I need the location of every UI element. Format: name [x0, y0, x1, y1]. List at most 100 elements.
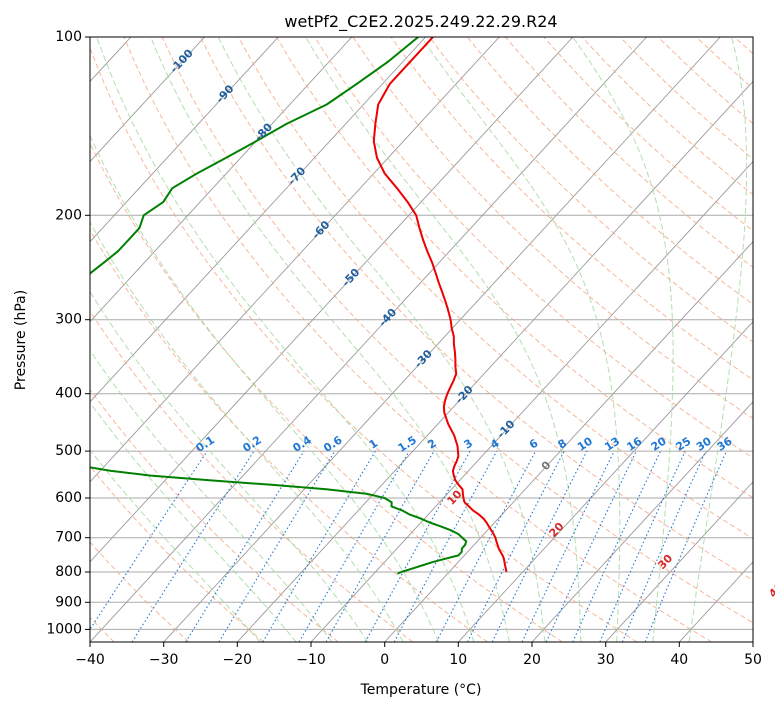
dry-adiabat-line — [123, 37, 712, 642]
dry-adiabat-line — [237, 37, 753, 540]
sounding-traces — [90, 37, 508, 575]
mixing-ratio-label: 1.5 — [396, 433, 419, 455]
dry-adiabat-line — [276, 37, 753, 499]
background-grid — [90, 37, 753, 642]
isotherm-line — [90, 37, 647, 642]
dry-adiabat-line — [428, 37, 753, 343]
x-tick-label: −20 — [223, 652, 253, 668]
dry-adiabat-line — [466, 37, 753, 305]
isotherm-line — [678, 561, 753, 642]
mixing-ratio-label: 0.4 — [290, 433, 314, 455]
isotherm-line — [531, 401, 753, 642]
mixing-ratio-line — [262, 450, 376, 642]
line-labels: 0.1 0.2 0.4 0.6 1 1.5 2 3 4 6 8 10 13 16 20 25 30 36-100-… — [167, 46, 775, 600]
dry-adiabat-line — [734, 37, 753, 55]
isotherm-line — [384, 241, 753, 642]
moist-adiabat-line — [90, 449, 261, 642]
dry-adiabat-label: 20 — [547, 520, 567, 540]
y-tick-label: 900 — [55, 594, 82, 610]
mixing-ratio-line — [185, 450, 305, 642]
x-tick-label: −30 — [149, 652, 179, 668]
y-tick-label: 500 — [55, 443, 82, 459]
isotherm-line — [752, 641, 753, 642]
chart-title: wetPf2_C2E2.2025.249.22.29.R24 — [284, 12, 557, 32]
y-tick-label: 100 — [55, 29, 82, 45]
isotherm-line — [605, 481, 753, 642]
mixing-ratio-line — [131, 450, 255, 642]
dry-adiabat-line — [657, 37, 753, 125]
mixing-ratio-line — [218, 450, 336, 642]
moist-adiabat-line — [150, 37, 510, 642]
isotherm-line — [90, 37, 205, 163]
isotherm-line — [90, 37, 426, 403]
mixing-ratio-line — [521, 450, 615, 642]
dry-adiabat-line — [543, 37, 753, 232]
dewpoint-trace — [90, 37, 468, 575]
y-tick-label: 700 — [55, 530, 82, 546]
isotherm-line — [90, 37, 279, 243]
plot-frame — [89, 36, 754, 643]
moist-adiabat-line — [90, 221, 404, 642]
moist-adiabat-line — [90, 290, 369, 642]
moist-adiabat-line — [90, 134, 439, 642]
mixing-ratio-label: 3 — [462, 437, 476, 452]
dry-adiabat-label: 40 — [766, 580, 775, 600]
x-tick-label: 20 — [523, 652, 541, 668]
y-axis-title: Pressure (hPa) — [13, 290, 29, 390]
mixing-ratio-line — [621, 450, 707, 642]
dry-adiabat-line — [90, 388, 339, 642]
x-tick-label: −10 — [296, 652, 326, 668]
moist-adiabat-line — [90, 349, 333, 642]
x-tick-label: 50 — [744, 652, 762, 668]
y-tick-label: 1000 — [46, 621, 82, 637]
mixing-ratio-line — [467, 450, 565, 642]
x-tick-label: 30 — [597, 652, 615, 668]
moist-adiabat-line — [572, 37, 674, 642]
isotherm-line — [236, 80, 753, 642]
mixing-ratio-label: 0.6 — [321, 433, 345, 455]
mixing-ratio-line — [572, 450, 662, 642]
dry-adiabat-line — [695, 37, 753, 90]
x-tick-label: 0 — [380, 652, 389, 668]
y-axis: 100 200 300 400 500 600 700 800 900 1000 — [46, 29, 90, 637]
moist-adiabat-line — [420, 37, 621, 642]
moist-adiabat-line — [96, 37, 475, 642]
y-tick-label: 200 — [55, 207, 82, 223]
mixing-ratio-line — [364, 450, 471, 642]
dry-adiabat-line — [619, 37, 753, 160]
dry-adiabat-line — [90, 310, 414, 642]
isotherm-line — [90, 37, 353, 323]
moist-adiabat-line — [90, 401, 297, 642]
isotherm-line — [457, 321, 753, 642]
dry-adiabat-line — [352, 37, 753, 420]
mixing-ratio-line — [599, 450, 686, 642]
moist-adiabat-line — [217, 37, 546, 642]
dry-adiabat-line — [90, 46, 638, 642]
isotherm-line — [163, 37, 721, 642]
dry-adiabat-line — [505, 37, 753, 268]
x-axis: −40 −30 −20 −10 0 10 20 30 40 50 — [75, 642, 762, 668]
x-tick-label: −40 — [75, 652, 105, 668]
mixing-ratio-line — [90, 450, 208, 631]
y-tick-label: 600 — [55, 490, 82, 506]
isotherm-line — [90, 37, 500, 483]
dry-adiabat-line — [390, 37, 753, 381]
x-axis-title: Temperature (°C) — [360, 682, 482, 698]
x-tick-label: 40 — [670, 652, 688, 668]
mixing-ratio-label: 0.1 — [194, 433, 217, 455]
mixing-ratio-label: 4 — [488, 436, 502, 451]
moist-adiabat-line — [305, 37, 582, 642]
temperature-trace — [372, 37, 508, 573]
x-tick-label: 10 — [449, 652, 467, 668]
isotherm-line — [310, 160, 753, 642]
mixing-ratio-line — [491, 450, 588, 642]
y-tick-label: 800 — [55, 564, 82, 580]
moist-adiabat-line — [688, 37, 748, 642]
y-tick-label: 400 — [55, 386, 82, 402]
mixing-ratio-label: 2 — [425, 437, 439, 452]
dry-adiabat-line — [90, 465, 264, 642]
mixing-ratio-line — [644, 450, 728, 642]
dry-adiabat-line — [161, 37, 753, 624]
dry-adiabat-line — [199, 37, 753, 581]
